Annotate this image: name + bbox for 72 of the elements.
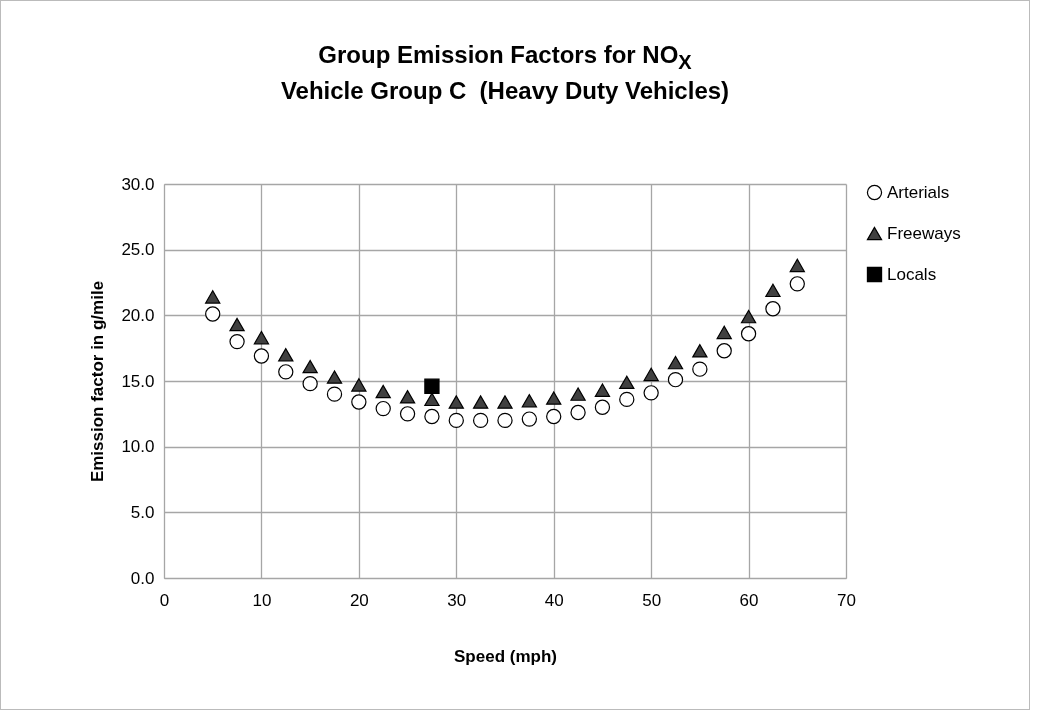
point bbox=[667, 355, 684, 370]
y-tick-label: 25.0 bbox=[121, 240, 155, 260]
x-tick-label: 50 bbox=[642, 590, 662, 610]
point bbox=[521, 393, 538, 408]
point bbox=[302, 375, 318, 392]
point bbox=[619, 391, 635, 408]
point bbox=[448, 412, 464, 429]
point bbox=[472, 395, 489, 409]
point bbox=[302, 359, 318, 374]
point bbox=[326, 370, 343, 384]
x-tick-label: 60 bbox=[739, 590, 759, 610]
chart-title: Group Emission Factors for NO$_{X}$ Vehicle Group C (Heavy Duty Vehicles) bbox=[279, 40, 731, 106]
point bbox=[351, 394, 367, 410]
point bbox=[546, 391, 562, 405]
legend-label: Locals bbox=[887, 264, 937, 284]
point bbox=[424, 392, 440, 407]
y-tick-label: 0.0 bbox=[130, 568, 155, 588]
point bbox=[205, 306, 221, 322]
point bbox=[667, 372, 684, 388]
point bbox=[278, 348, 294, 362]
x-tick-label: 70 bbox=[837, 590, 856, 610]
legend-label: Freeways bbox=[887, 223, 961, 243]
x-axis-title: Speed (mph) bbox=[454, 646, 557, 666]
point bbox=[546, 408, 562, 425]
point bbox=[448, 395, 464, 409]
point bbox=[278, 364, 294, 380]
legend-label: Arterials bbox=[887, 182, 950, 202]
point bbox=[594, 383, 611, 397]
point bbox=[497, 412, 513, 429]
x-tick-label: 20 bbox=[349, 590, 369, 610]
point bbox=[692, 361, 708, 377]
point bbox=[740, 309, 757, 324]
point bbox=[521, 411, 538, 427]
point bbox=[789, 258, 805, 273]
point bbox=[497, 395, 513, 409]
point bbox=[594, 399, 611, 415]
point bbox=[716, 343, 732, 359]
point bbox=[253, 348, 270, 364]
x-tick-label: 10 bbox=[252, 590, 272, 610]
point bbox=[375, 400, 391, 417]
point bbox=[692, 344, 708, 358]
point bbox=[789, 276, 805, 292]
point bbox=[472, 412, 489, 429]
x-tick-label: 30 bbox=[447, 590, 467, 610]
point bbox=[326, 386, 343, 402]
x-tick-label: 40 bbox=[544, 590, 564, 610]
point bbox=[399, 390, 416, 404]
point bbox=[375, 384, 391, 399]
x-tick-label: 0 bbox=[159, 590, 170, 610]
point bbox=[570, 387, 586, 401]
point bbox=[205, 290, 221, 304]
point bbox=[229, 333, 245, 350]
point bbox=[399, 406, 416, 422]
y-axis-title: Emission factor in g/mile bbox=[88, 280, 108, 483]
y-tick-label: 30.0 bbox=[121, 174, 155, 194]
point bbox=[765, 283, 781, 298]
point bbox=[716, 325, 732, 340]
point bbox=[765, 301, 781, 317]
point bbox=[643, 385, 659, 401]
point bbox=[424, 408, 440, 425]
y-tick-label: 10.0 bbox=[121, 437, 155, 457]
point bbox=[643, 367, 659, 382]
point bbox=[619, 375, 635, 390]
point bbox=[351, 378, 367, 392]
point bbox=[253, 330, 270, 345]
point bbox=[740, 326, 757, 342]
y-tick-label: 20.0 bbox=[121, 305, 155, 325]
point bbox=[570, 404, 586, 421]
y-tick-label: 5.0 bbox=[130, 502, 155, 522]
point bbox=[424, 378, 440, 394]
y-tick-label: 15.0 bbox=[121, 371, 155, 391]
point bbox=[229, 317, 245, 332]
